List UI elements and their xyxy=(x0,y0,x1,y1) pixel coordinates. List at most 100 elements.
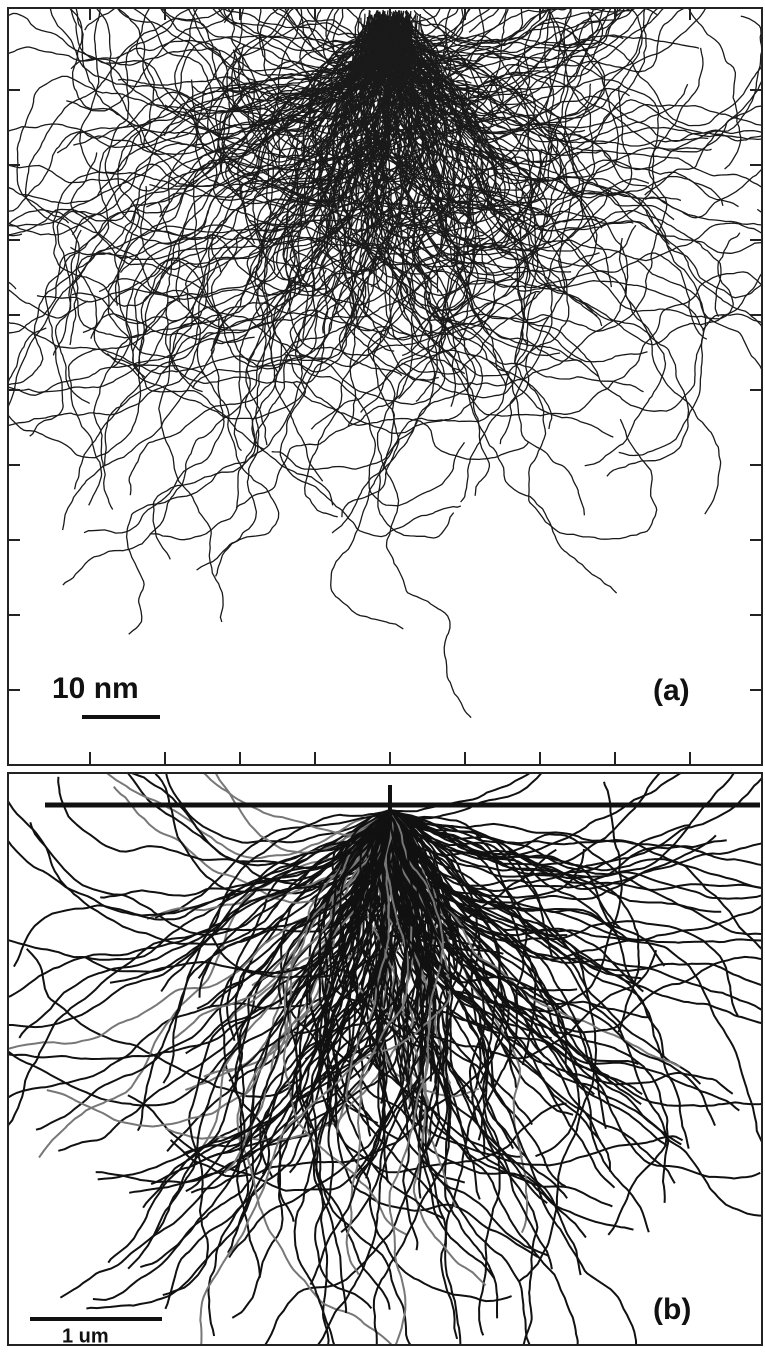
trajectory xyxy=(389,809,505,1084)
trajectory xyxy=(85,809,391,973)
label-bg xyxy=(650,672,712,712)
trajectory xyxy=(9,25,401,109)
trajectory xyxy=(16,25,376,396)
trajectory xyxy=(407,9,658,42)
trajectory xyxy=(372,809,452,1344)
trajectory xyxy=(389,774,542,820)
trajectory xyxy=(9,809,391,1029)
panel-label: (a) xyxy=(653,674,690,707)
trajectory xyxy=(284,29,549,356)
trajectory xyxy=(13,809,391,968)
trajectory xyxy=(160,9,389,72)
trajectory xyxy=(374,22,667,467)
trajectory xyxy=(380,9,622,89)
trajectory xyxy=(114,23,400,378)
trajectory xyxy=(405,9,545,62)
trajectory xyxy=(389,809,643,1096)
trajectory xyxy=(161,9,381,67)
trajectory xyxy=(392,21,761,127)
trajectory xyxy=(391,20,613,288)
trajectory xyxy=(394,10,603,229)
trajectory xyxy=(70,26,366,77)
panel-label: (b) xyxy=(653,1293,691,1326)
trajectory xyxy=(293,809,391,1344)
trajectory xyxy=(9,25,393,192)
trajectory xyxy=(128,14,373,496)
trajectory xyxy=(117,9,394,101)
trajectory xyxy=(308,809,684,1167)
trajectory xyxy=(389,9,606,94)
trajectory xyxy=(188,17,404,193)
trajectory xyxy=(62,16,393,586)
trajectory xyxy=(389,809,552,1040)
trajectory xyxy=(389,809,517,1088)
trajectory xyxy=(389,809,641,989)
trajectory xyxy=(341,9,664,172)
trajectory xyxy=(389,809,498,1096)
trajectory xyxy=(389,809,691,878)
trajectory xyxy=(336,16,561,357)
scale-label: 10 nm xyxy=(52,672,139,705)
trajectory xyxy=(310,809,391,1314)
trajectory xyxy=(104,9,378,240)
trajectory xyxy=(391,18,581,503)
trajectory xyxy=(405,27,722,318)
trajectory xyxy=(237,28,541,281)
trajectory xyxy=(345,809,393,1102)
trajectory xyxy=(49,9,426,185)
trajectory xyxy=(264,809,463,1344)
trajectory xyxy=(389,809,716,1126)
trajectories-b xyxy=(9,774,761,1344)
trajectory xyxy=(389,809,761,1024)
trajectory xyxy=(380,809,550,1258)
trajectory xyxy=(394,12,761,254)
trajectory xyxy=(158,22,388,623)
trajectory xyxy=(162,809,391,1084)
trajectory xyxy=(154,809,391,919)
trajectory xyxy=(334,21,517,321)
trajectory xyxy=(389,809,722,913)
trajectory xyxy=(331,24,476,534)
panel-a-ticks xyxy=(9,9,761,764)
trajectory xyxy=(16,16,390,224)
trajectory xyxy=(391,26,712,218)
trajectory xyxy=(127,809,391,1270)
trajectory xyxy=(385,9,625,74)
trajectory xyxy=(211,19,453,297)
trajectory xyxy=(84,9,398,36)
trajectory xyxy=(307,10,761,299)
trajectory xyxy=(24,9,381,346)
trajectory xyxy=(391,27,761,219)
trajectory xyxy=(389,809,451,1128)
trajectory xyxy=(370,15,599,378)
trajectory xyxy=(96,9,384,171)
trajectory xyxy=(70,16,416,261)
trajectory xyxy=(18,809,391,1039)
trajectory xyxy=(380,17,761,226)
trajectories-a xyxy=(9,9,761,719)
trajectory xyxy=(9,22,369,205)
trajectory xyxy=(376,15,472,719)
trajectory xyxy=(376,9,685,107)
trajectory xyxy=(389,777,761,887)
trajectory xyxy=(389,809,620,939)
trajectory xyxy=(272,9,401,78)
trajectory xyxy=(52,26,394,307)
trajectory xyxy=(95,809,415,1184)
scale-label: 1 um xyxy=(62,1325,109,1347)
trajectory xyxy=(374,28,534,256)
trajectory xyxy=(389,809,761,950)
trajectory xyxy=(389,809,761,1034)
trajectory xyxy=(389,809,642,1106)
trajectory xyxy=(371,25,491,496)
trajectory xyxy=(169,27,410,385)
trajectory xyxy=(284,9,549,81)
trajectory xyxy=(165,774,391,844)
trajectory xyxy=(369,15,586,143)
trajectory xyxy=(389,809,431,1110)
trajectory xyxy=(370,809,531,1344)
trajectory xyxy=(149,809,391,1241)
trajectory xyxy=(302,19,469,246)
